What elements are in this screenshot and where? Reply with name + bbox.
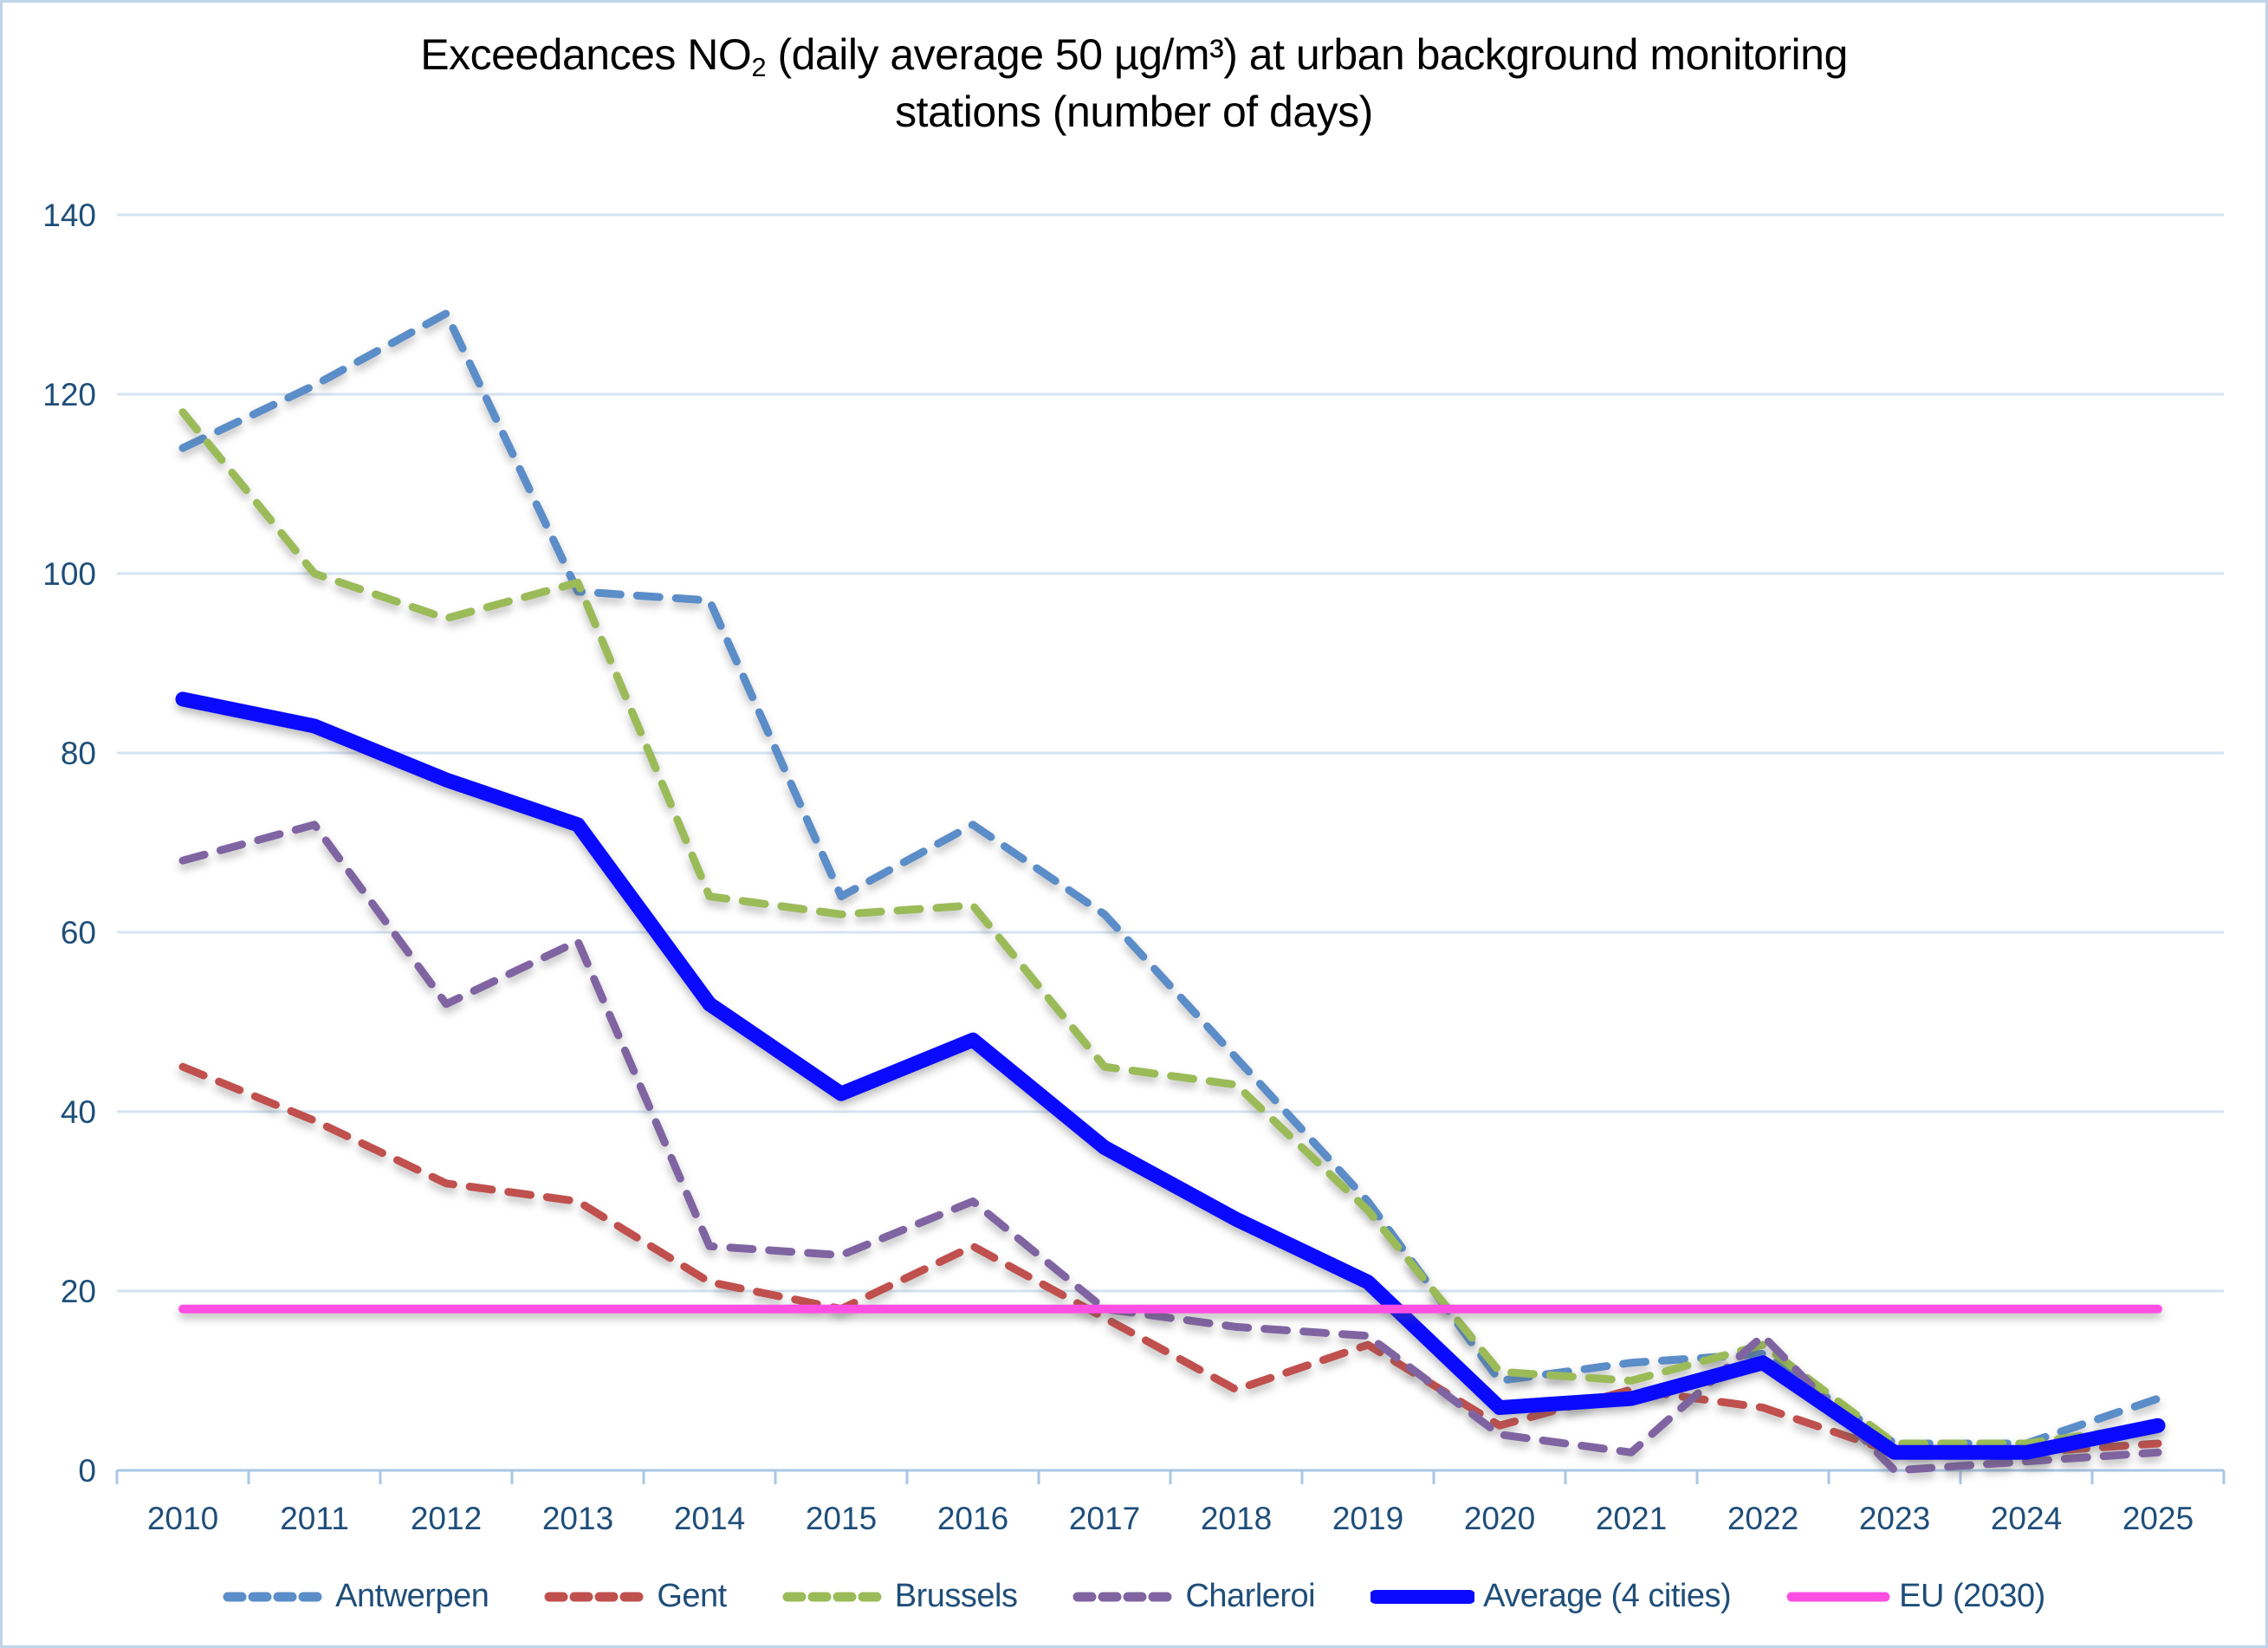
y-axis-tick-label: 120 (42, 377, 96, 412)
x-axis-tick-label: 2010 (147, 1501, 218, 1536)
x-axis-tick-label: 2023 (1859, 1501, 1930, 1536)
x-axis-tick-label: 2025 (2122, 1501, 2193, 1536)
x-axis-tick-label: 2015 (806, 1501, 877, 1536)
legend-item-charleroi: Charleroi (1072, 1578, 1316, 1615)
legend-item-eu-2030: EU (2030) (1786, 1578, 2045, 1615)
eu-2030-line-swatch-icon (1786, 1592, 1890, 1601)
x-axis-tick-label: 2016 (937, 1501, 1008, 1536)
x-axis-tick-label: 2019 (1332, 1501, 1403, 1536)
title-suffix: (daily average 50 µg/m³) at urban backgr… (766, 30, 1848, 137)
y-axis-tick-label: 100 (42, 556, 96, 592)
series-line-charleroi (178, 821, 2162, 1475)
antwerpen-line-swatch-icon (223, 1592, 327, 1601)
legend-item-average: Average (4 cities) (1371, 1578, 1732, 1615)
title-subscript: 2 (751, 51, 767, 82)
legend-item-gent: Gent (544, 1578, 727, 1615)
legend-label-gent: Gent (657, 1578, 727, 1614)
x-axis-tick-label: 2022 (1727, 1501, 1798, 1536)
y-axis-tick-label: 80 (61, 736, 96, 771)
legend-item-brussels: Brussels (782, 1578, 1018, 1615)
legend: Antwerpen Gent Brussels Charleroi Averag… (3, 1578, 2265, 1615)
legend-label-antwerpen: Antwerpen (335, 1578, 489, 1614)
y-axis-tick-label: 20 (61, 1274, 96, 1309)
chart-title: Exceedances NO2 (daily average 50 µg/m³)… (3, 27, 2265, 139)
legend-label-brussels: Brussels (894, 1578, 1018, 1614)
legend-label-charleroi: Charleroi (1185, 1578, 1316, 1614)
x-axis-tick-label: 2011 (280, 1501, 349, 1536)
series-line-brussels (178, 408, 2162, 1448)
average-line-swatch-icon (1371, 1589, 1475, 1604)
y-axis-tick-label: 140 (42, 198, 96, 233)
charleroi-line-swatch-icon (1072, 1592, 1176, 1601)
legend-label-average: Average (4 cities) (1483, 1578, 1732, 1614)
legend-item-antwerpen: Antwerpen (223, 1578, 489, 1615)
x-axis-tick-label: 2021 (1596, 1501, 1667, 1536)
x-axis-tick-label: 2017 (1069, 1501, 1140, 1536)
gent-line-swatch-icon (544, 1592, 648, 1601)
x-axis-tick-label: 2024 (1991, 1501, 2062, 1536)
y-axis-tick-label: 40 (61, 1094, 96, 1130)
chart-title-text: Exceedances NO2 (daily average 50 µg/m³)… (372, 27, 1896, 139)
y-axis-tick-label: 60 (61, 915, 96, 951)
x-axis-tick-label: 2020 (1464, 1501, 1535, 1536)
title-prefix: Exceedances NO (420, 30, 752, 79)
legend-label-eu-2030: EU (2030) (1899, 1578, 2045, 1614)
plot-area: 0 20 40 60 80 100 120 140 2010 2011 2012 2013 2014 20… (42, 198, 2226, 1536)
x-axis-tick-label: 2012 (411, 1501, 482, 1536)
series-line-average-4-cities (175, 691, 2166, 1460)
y-axis-tick-label: 0 (78, 1453, 96, 1489)
series-line-antwerpen (178, 309, 2162, 1448)
x-axis-tick-label: 2018 (1201, 1501, 1272, 1536)
series-line-gent (178, 1062, 2162, 1457)
brussels-line-swatch-icon (782, 1592, 886, 1601)
x-axis-tick-label: 2014 (674, 1501, 745, 1536)
x-axis-tick-label: 2013 (542, 1501, 613, 1536)
